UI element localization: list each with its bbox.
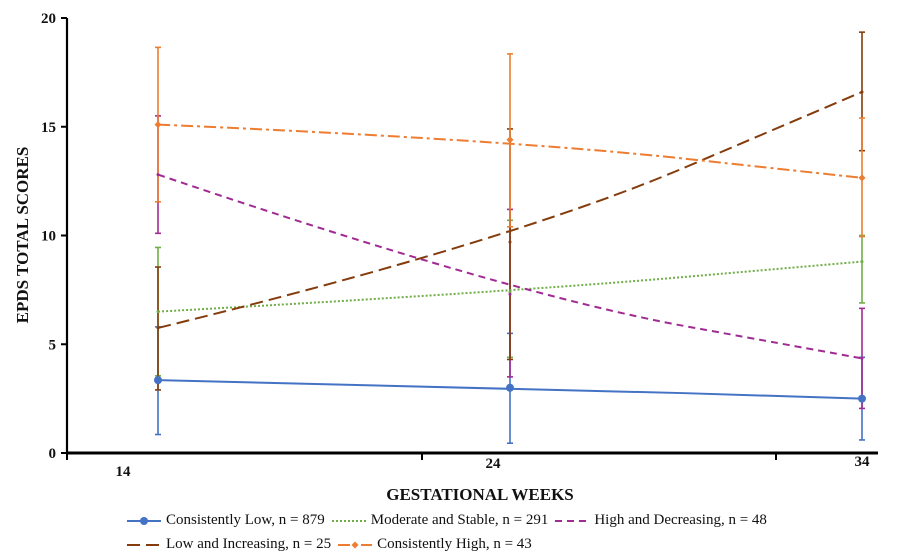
data-point [508,292,512,296]
y-tick-label: 15 [41,120,56,136]
legend-item: Consistently High, n = 43 [337,536,532,553]
series-line [157,91,863,329]
x-tick-label: 34 [855,454,871,470]
legend-item: Moderate and Stable, n = 291 [331,512,549,529]
legend-row: Consistently Low, n = 879 Moderate and St… [126,512,773,529]
series-markers [154,90,866,403]
y-tick-label: 10 [41,229,56,245]
legend-swatch-marker [351,541,359,548]
legend-swatch-marker [140,516,148,525]
data-point [156,310,160,314]
series-lines [157,91,863,400]
legend-label: Consistently High, n = 43 [377,536,532,552]
legend-label: High and Decreasing, n = 48 [594,512,767,528]
axes [61,17,878,460]
data-point [154,376,162,385]
data-point [156,326,160,330]
data-point [508,240,512,244]
data-point [860,356,864,360]
series-line [157,173,863,360]
y-axis-label: EPDS TOTAL SCORES [13,147,32,324]
legend-swatch [127,516,161,525]
series-line [157,123,863,179]
series-line [157,379,863,400]
legend-swatch [555,519,590,522]
legend-label: Moderate and Stable, n = 291 [370,512,549,528]
data-point [506,136,514,144]
error-bars [155,31,865,445]
x-axis-label: GESTATIONAL WEEKS [386,485,574,504]
legend-item: High and Decreasing, n = 48 [554,512,767,529]
x-tick-label: 14 [116,464,132,480]
y-tick-label: 0 [49,446,57,462]
legend-swatch [331,519,366,522]
data-point [156,173,160,177]
legend-label: Consistently Low, n = 879 [166,512,325,528]
data-point [858,394,866,403]
legend-row: Low and Increasing, n = 25 Consistently H… [126,536,538,553]
data-point [860,260,864,264]
series-line [157,260,863,313]
legend-swatch [338,541,373,548]
x-tick-label: 24 [486,456,502,472]
data-point [860,90,864,94]
legend-label: Low and Increasing, n = 25 [166,536,332,552]
legend-swatch [127,543,161,546]
data-point [508,290,512,294]
legend-item: Low and Increasing, n = 25 [126,536,331,553]
data-point [506,383,514,392]
data-point [858,174,866,182]
legend-item: Consistently Low, n = 879 [126,512,325,529]
tick-labels: 0 5 10 15 20 14 24 34 [41,11,870,480]
data-point [154,121,162,129]
y-tick-label: 20 [41,11,56,27]
y-tick-label: 5 [49,337,57,353]
